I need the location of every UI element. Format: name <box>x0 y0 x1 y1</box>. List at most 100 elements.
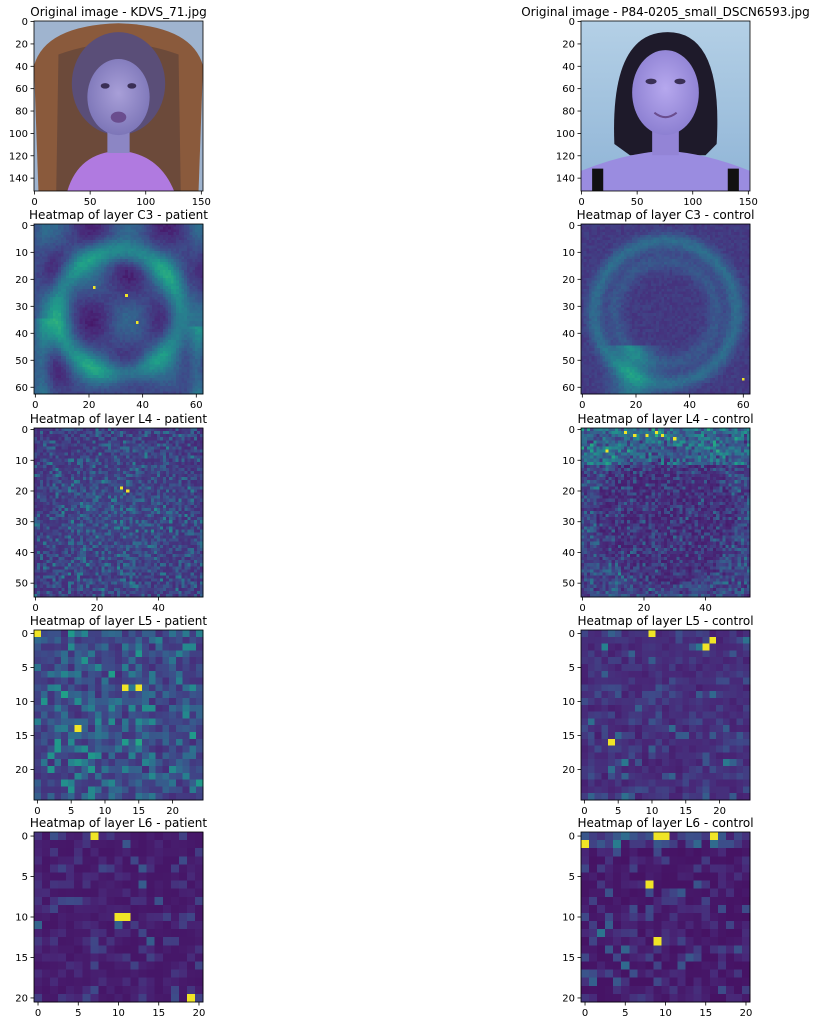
heatmap-cell <box>133 356 137 360</box>
heatmap-cell <box>68 358 72 362</box>
heatmap-cell <box>52 275 56 279</box>
heatmap-cell <box>109 264 113 268</box>
heatmap-cell <box>103 361 107 365</box>
heatmap-cell <box>160 334 164 338</box>
heatmap-cell <box>707 253 711 257</box>
heatmap-cell <box>680 259 684 263</box>
heatmap-cell <box>79 248 83 252</box>
heatmap-cell <box>672 229 676 233</box>
heatmap-cell <box>42 302 46 306</box>
heatmap-cell <box>157 313 161 317</box>
heatmap-cell <box>109 340 113 344</box>
heatmap-cell <box>122 321 126 325</box>
heatmap-cell <box>197 261 201 265</box>
heatmap-cell <box>170 229 174 233</box>
heatmap-cell <box>741 242 745 246</box>
heatmap-cell <box>111 323 115 327</box>
heatmap-cell <box>42 288 46 292</box>
heatmap-cell <box>157 388 161 392</box>
heatmap-cell <box>143 340 148 344</box>
heatmap-cell <box>699 240 703 244</box>
heatmap-cell <box>685 224 689 228</box>
heatmap-cell <box>146 318 150 322</box>
heatmap-cell <box>93 340 97 344</box>
heatmap-cell <box>149 234 153 238</box>
heatmap-cell <box>152 277 156 282</box>
heatmap-cell <box>58 256 62 260</box>
heatmap-cell <box>111 377 115 381</box>
heatmap-cell <box>39 304 43 308</box>
heatmap-cell <box>186 248 190 252</box>
heatmap-cell <box>55 224 59 228</box>
heatmap-cell <box>87 364 91 368</box>
heatmap-cell <box>138 348 142 352</box>
heatmap-cell <box>138 350 142 354</box>
heatmap-cell <box>125 372 129 376</box>
heatmap-cell <box>66 245 70 249</box>
heatmap-cell <box>621 229 625 233</box>
heatmap-cell <box>184 388 188 392</box>
heatmap-cell <box>677 234 681 238</box>
heatmap-cell <box>181 288 185 292</box>
heatmap-cell <box>63 388 67 392</box>
heatmap-cell <box>165 302 169 306</box>
heatmap-cell <box>594 229 598 233</box>
heatmap-cell <box>200 248 204 252</box>
heatmap-cell <box>82 267 86 271</box>
heatmap-cell <box>106 334 110 338</box>
heatmap-cell <box>125 334 129 338</box>
heatmap-cell <box>90 242 94 246</box>
heatmap-cell <box>176 361 180 365</box>
heatmap-cell <box>181 358 185 362</box>
heatmap-cell <box>63 248 67 252</box>
heatmap-cell <box>176 315 180 319</box>
heatmap-cell <box>591 256 595 260</box>
heatmap-cell <box>715 253 719 257</box>
heatmap-cell <box>106 291 110 295</box>
heatmap-cell <box>76 323 80 327</box>
heatmap-cell <box>66 391 70 395</box>
heatmap-cell <box>194 256 198 260</box>
heatmap-cell <box>586 229 590 233</box>
heatmap-cell <box>143 383 148 387</box>
heatmap-cell <box>74 275 78 279</box>
heatmap-cell <box>138 248 142 252</box>
heatmap-cell <box>44 288 48 292</box>
heatmap-cell <box>71 313 75 317</box>
heatmap-cell <box>186 321 190 325</box>
heatmap-cell <box>194 283 198 287</box>
heatmap-cell <box>60 380 64 384</box>
heatmap-cell <box>168 380 172 384</box>
heatmap-cells <box>581 224 751 395</box>
heatmap-cell <box>117 286 121 290</box>
heatmap-cell <box>79 326 83 330</box>
heatmap-cell <box>125 337 129 341</box>
heatmap-cell <box>741 234 745 238</box>
heatmap-cell <box>197 224 201 228</box>
heatmap-cell <box>666 234 670 238</box>
heatmap-cell <box>39 353 43 357</box>
heatmap-cell <box>93 326 97 330</box>
heatmap-cell <box>122 226 126 230</box>
heatmap-cell <box>106 383 110 387</box>
heatmap-cell <box>146 234 150 238</box>
heatmap-cell <box>109 323 113 327</box>
heatmap-cell <box>98 307 102 311</box>
heatmap-cell <box>119 377 123 381</box>
heatmap-cell <box>119 302 123 306</box>
heatmap-cell <box>170 388 174 392</box>
heatmap-cell <box>143 304 148 308</box>
heatmap-cell <box>117 345 121 349</box>
heatmap-cell <box>162 253 166 257</box>
heatmap-cell <box>666 226 670 230</box>
heatmap-cell <box>165 337 169 341</box>
heatmap-cell <box>130 307 134 311</box>
heatmap-cell <box>685 245 689 249</box>
heatmap-cell <box>42 369 46 373</box>
heatmap-cell <box>194 229 198 233</box>
heatmap-cell <box>68 385 72 389</box>
heatmap-cell <box>68 350 72 354</box>
heatmap-cell <box>66 261 70 265</box>
heatmap-cell <box>192 313 196 317</box>
